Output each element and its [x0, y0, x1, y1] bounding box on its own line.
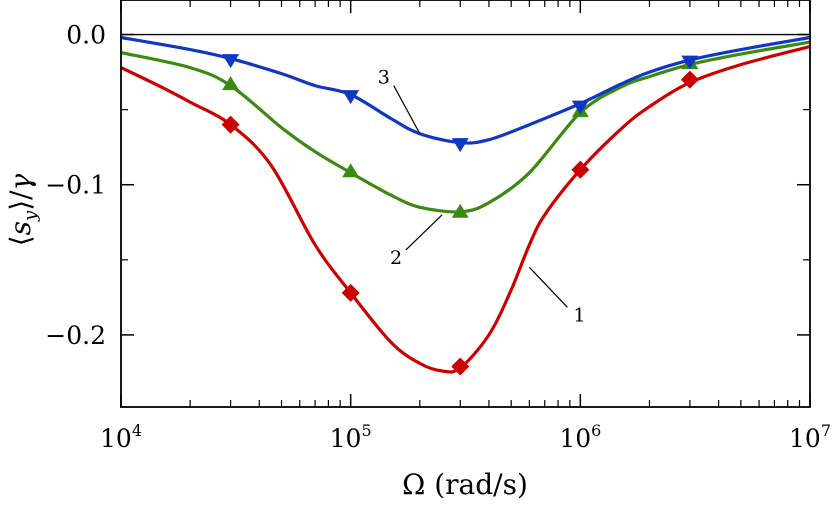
series-2-marker — [451, 203, 469, 218]
x-tick-label: 107 — [789, 421, 831, 453]
series-1-marker — [341, 283, 360, 302]
annotation-leader-1 — [528, 266, 568, 308]
series-3-marker — [222, 54, 240, 69]
series-1-line — [120, 45, 811, 374]
series-1-marker — [221, 115, 240, 134]
series-2-marker — [222, 76, 240, 91]
series-1-marker — [680, 70, 699, 89]
x-tick-label: 106 — [559, 421, 601, 453]
series-3 — [120, 35, 811, 153]
x-tick-label: 105 — [330, 421, 372, 453]
series-3-marker — [342, 90, 360, 105]
plot-frame — [120, 0, 811, 408]
y-axis-title-text: ⟨sy⟩/γ — [4, 173, 41, 246]
series-3-marker — [571, 100, 589, 115]
series-2-marker — [342, 163, 360, 178]
x-axis-title: Ω (rad/s) — [402, 468, 528, 501]
annotation-label-3: 3 — [378, 67, 390, 89]
annotation-layer: 1 2 3 — [378, 67, 586, 327]
y-tick-label: 0.0 — [66, 21, 106, 50]
y-tick-label: −0.2 — [45, 321, 106, 350]
series-1 — [120, 45, 811, 376]
y-axis-title: ⟨sy⟩/γ — [4, 173, 41, 246]
annotation-leader-2 — [405, 214, 443, 251]
annotation-leader-3 — [393, 85, 421, 134]
series-2 — [120, 40, 811, 218]
annotation-label-1: 1 — [573, 304, 585, 326]
y-tick-label: −0.1 — [45, 171, 106, 200]
annotation-label-2: 2 — [390, 247, 402, 269]
x-tick-label: 104 — [100, 421, 142, 453]
series-1-marker — [571, 160, 590, 179]
series-1-marker — [451, 357, 470, 376]
series-3-marker — [681, 55, 699, 70]
minor-ticks — [121, 0, 810, 407]
series-3-marker — [451, 138, 469, 153]
tick-labels: 104 105 106 107 0.0 −0.1 −0.2 — [45, 21, 831, 453]
series-layer — [120, 35, 811, 376]
